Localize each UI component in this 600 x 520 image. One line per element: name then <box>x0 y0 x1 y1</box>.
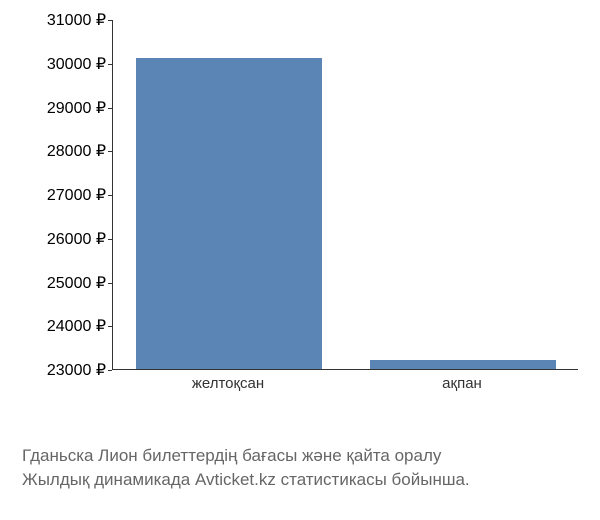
y-tick-mark <box>108 195 112 196</box>
y-tick-mark <box>108 283 112 284</box>
caption-line-2: Жылдық динамикада Avticket.kz статистика… <box>22 468 470 492</box>
y-tick-label: 24000 ₽ <box>26 316 106 336</box>
bar <box>370 360 556 369</box>
y-tick-mark <box>108 151 112 152</box>
y-tick-mark <box>108 370 112 371</box>
bar <box>136 58 322 369</box>
y-tick-label: 28000 ₽ <box>26 141 106 161</box>
caption-line-1: Гданьска Лион билеттердің бағасы және қа… <box>22 444 441 468</box>
y-tick-mark <box>108 64 112 65</box>
y-tick-label: 31000 ₽ <box>26 10 106 30</box>
y-tick-mark <box>108 326 112 327</box>
x-tick-label: ақпан <box>442 375 482 392</box>
y-tick-label: 26000 ₽ <box>26 229 106 249</box>
plot-area <box>112 20 578 370</box>
y-tick-label: 25000 ₽ <box>26 273 106 293</box>
y-tick-label: 29000 ₽ <box>26 98 106 118</box>
y-tick-mark <box>108 20 112 21</box>
y-tick-label: 23000 ₽ <box>26 360 106 380</box>
y-tick-label: 27000 ₽ <box>26 185 106 205</box>
y-tick-label: 30000 ₽ <box>26 54 106 74</box>
bar-chart: 23000 ₽ 24000 ₽ 25000 ₽ 26000 ₽ 27000 ₽ 28000… <box>22 20 578 398</box>
y-tick-mark <box>108 108 112 109</box>
y-tick-mark <box>108 239 112 240</box>
x-tick-label: желтоқсан <box>192 375 264 392</box>
